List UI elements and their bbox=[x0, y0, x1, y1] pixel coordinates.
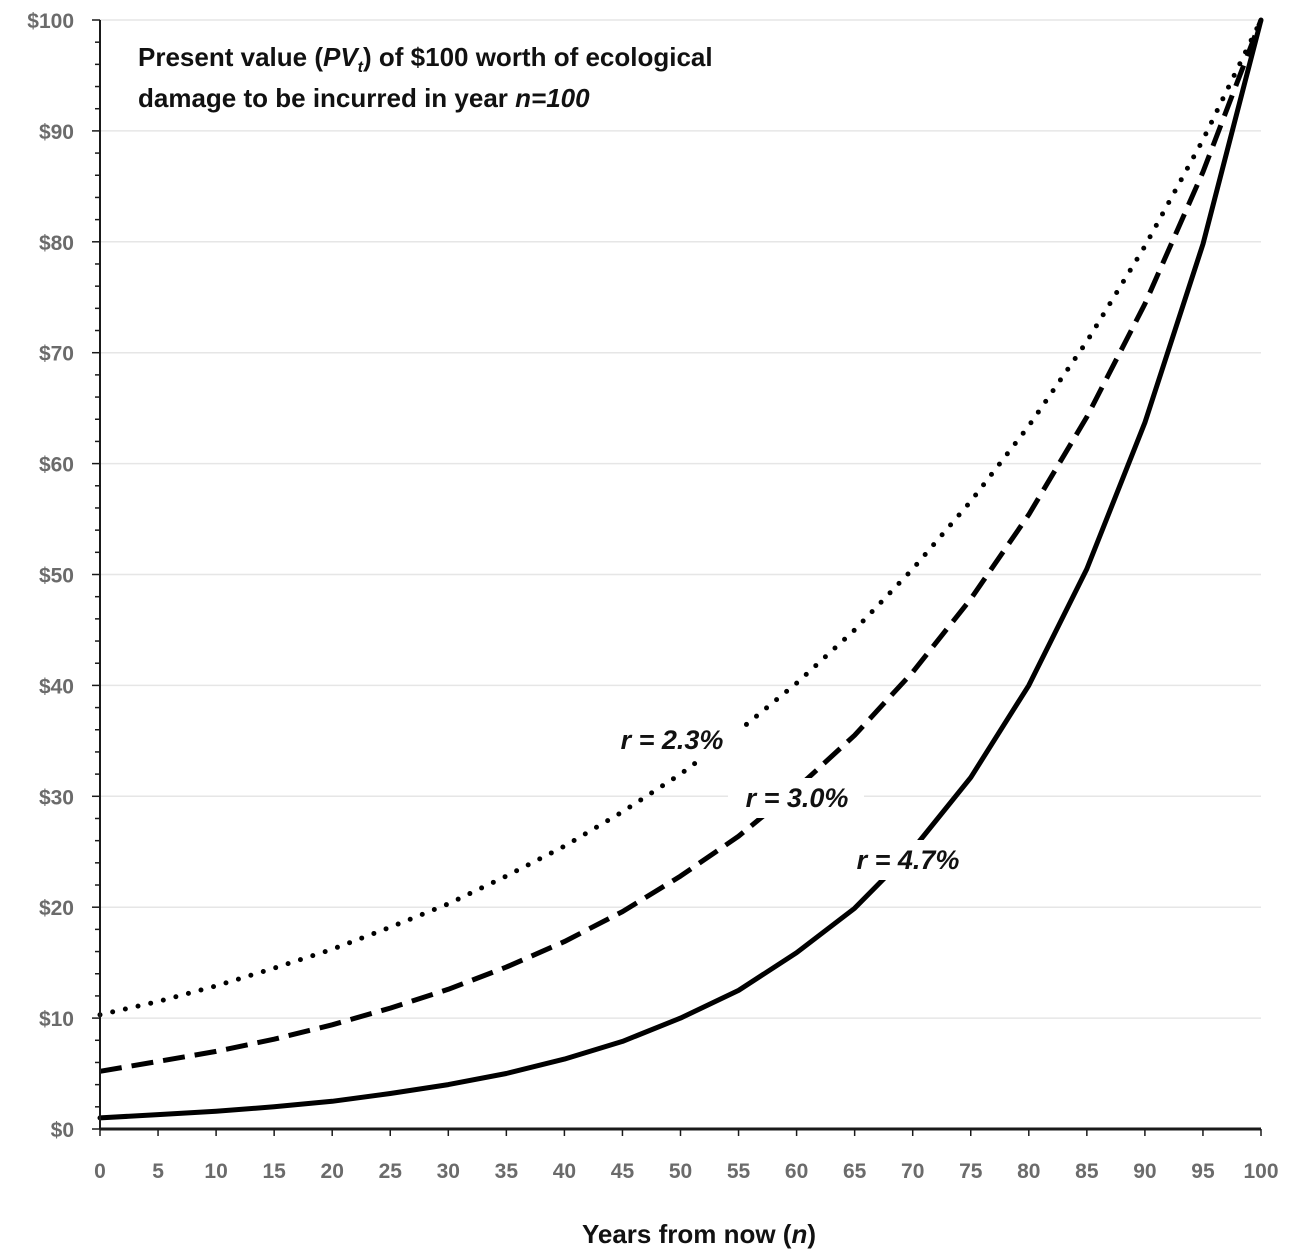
x-tick-label-85: 85 bbox=[1075, 1160, 1099, 1183]
y-axis: $0 $10 $20 $30 $40 $50 $60 $70 $80 $90 $100 bbox=[27, 10, 101, 1142]
series-label-3-0: r = 3.0% bbox=[746, 783, 849, 813]
y-tick-label-80: $80 bbox=[39, 232, 74, 255]
x-tick-label-100: 100 bbox=[1243, 1160, 1278, 1183]
x-axis-title: Years from now (n) bbox=[582, 1219, 816, 1249]
x-tick-label-15: 15 bbox=[262, 1160, 286, 1183]
chart-title-line-1: Present value (PVt) of $100 worth of eco… bbox=[138, 42, 713, 76]
series-curve-solid bbox=[97, 17, 1264, 1121]
series-label-bg-3-0 bbox=[728, 778, 864, 818]
x-tick-label-55: 55 bbox=[727, 1160, 751, 1183]
x-tick-label-80: 80 bbox=[1017, 1160, 1040, 1183]
x-tick-label-40: 40 bbox=[553, 1160, 576, 1183]
x-tick-label-35: 35 bbox=[495, 1160, 519, 1183]
x-tick-label-20: 20 bbox=[321, 1160, 344, 1183]
x-tick-label-50: 50 bbox=[669, 1160, 692, 1183]
y-tick-label-0: $0 bbox=[51, 1119, 74, 1142]
y-tick-label-10: $10 bbox=[39, 1008, 74, 1031]
series-label-bg-2-3 bbox=[604, 720, 740, 760]
series-curve-dashed bbox=[99, 19, 1264, 1074]
x-tick-label-5: 5 bbox=[152, 1160, 164, 1183]
x-tick-label-95: 95 bbox=[1191, 1160, 1215, 1183]
y-tick-label-100: $100 bbox=[27, 10, 74, 33]
gridlines bbox=[100, 19, 1261, 1019]
x-tick-label-0: 0 bbox=[94, 1160, 106, 1183]
x-tick-label-45: 45 bbox=[611, 1160, 635, 1183]
y-tick-label-50: $50 bbox=[39, 565, 74, 588]
series-label-bg-4-7 bbox=[840, 840, 976, 880]
series-labels: r = 2.3% r = 3.0% r = 4.7% bbox=[604, 720, 976, 880]
y-tick-label-70: $70 bbox=[39, 343, 74, 366]
series-label-2-3: r = 2.3% bbox=[621, 725, 724, 755]
y-tick-label-90: $90 bbox=[39, 121, 74, 144]
x-tick-label-10: 10 bbox=[204, 1160, 227, 1183]
y-tick-label-30: $30 bbox=[39, 786, 74, 809]
x-tick-label-75: 75 bbox=[959, 1160, 983, 1183]
series-curve-dotted bbox=[97, 17, 1264, 1018]
x-tick-label-65: 65 bbox=[843, 1160, 867, 1183]
y-tick-label-40: $40 bbox=[39, 675, 74, 698]
x-tick-label-60: 60 bbox=[785, 1160, 808, 1183]
x-axis: 0 5 10 15 20 25 30 35 40 45 50 55 60 65 70 75 80 85 90 95 10… bbox=[94, 1127, 1279, 1183]
y-tick-label-60: $60 bbox=[39, 454, 74, 477]
series-label-4-7: r = 4.7% bbox=[857, 845, 960, 875]
x-tick-label-25: 25 bbox=[379, 1160, 403, 1183]
x-tick-label-30: 30 bbox=[437, 1160, 460, 1183]
x-tick-label-70: 70 bbox=[901, 1160, 924, 1183]
x-tick-label-90: 90 bbox=[1133, 1160, 1156, 1183]
curves bbox=[97, 17, 1264, 1121]
chart-title-line-2: damage to be incurred in year n=100 bbox=[138, 83, 590, 113]
y-tick-label-20: $20 bbox=[39, 897, 74, 920]
chart-title: Present value (PVt) of $100 worth of eco… bbox=[138, 42, 713, 113]
